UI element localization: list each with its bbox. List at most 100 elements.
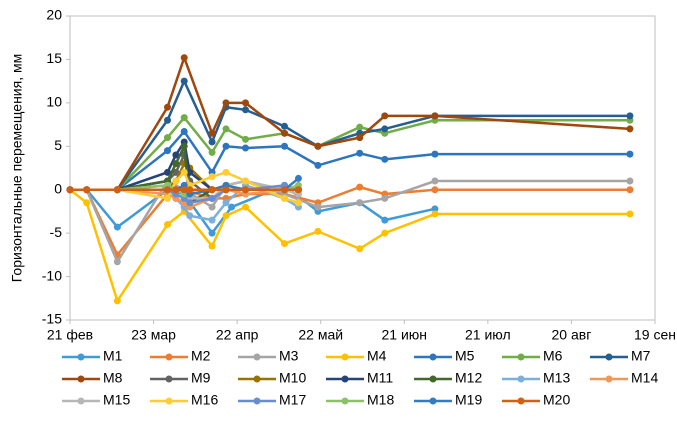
point xyxy=(281,129,288,137)
point xyxy=(281,240,288,248)
point xyxy=(242,177,249,185)
legend-marker xyxy=(429,397,437,405)
point xyxy=(431,186,439,194)
point xyxy=(314,203,322,211)
point xyxy=(281,122,288,130)
point xyxy=(172,168,180,176)
point xyxy=(172,177,180,185)
y-tick-label: -15 xyxy=(42,311,62,327)
point xyxy=(208,242,216,250)
point xyxy=(356,123,364,131)
point xyxy=(431,177,439,185)
x-tick-label: 22 май xyxy=(298,327,343,343)
point xyxy=(242,186,249,194)
point xyxy=(164,220,171,228)
point xyxy=(222,199,230,207)
legend-marker xyxy=(341,397,349,405)
point xyxy=(222,99,230,107)
series-line xyxy=(70,185,630,258)
point xyxy=(113,223,121,231)
point xyxy=(222,168,230,176)
x-tick-label: 22 апр xyxy=(216,327,259,343)
point xyxy=(626,186,634,194)
legend-label: M8 xyxy=(103,370,123,386)
legend-marker xyxy=(517,397,525,405)
point xyxy=(164,194,171,202)
legend-label: M17 xyxy=(279,392,306,408)
point xyxy=(314,142,322,150)
legend-marker xyxy=(429,353,437,361)
point xyxy=(356,183,364,191)
point xyxy=(381,155,389,163)
legend-marker xyxy=(517,353,525,361)
point xyxy=(113,258,121,266)
legend-label: M16 xyxy=(191,392,218,408)
legend-marker xyxy=(77,397,85,405)
point xyxy=(281,142,288,150)
point xyxy=(172,186,180,194)
point xyxy=(242,203,249,211)
point xyxy=(626,125,634,133)
point xyxy=(381,229,389,237)
point xyxy=(208,216,216,224)
legend-label: M7 xyxy=(631,348,651,364)
point xyxy=(381,216,389,224)
point xyxy=(208,173,216,181)
point xyxy=(281,194,288,202)
legend-label: M19 xyxy=(455,392,482,408)
point xyxy=(208,148,216,156)
point xyxy=(164,168,171,176)
point xyxy=(381,125,389,133)
legend-marker xyxy=(605,375,613,383)
point xyxy=(208,203,216,211)
point xyxy=(208,186,216,194)
legend-marker xyxy=(77,375,85,383)
point xyxy=(431,150,439,158)
y-tick-label: 5 xyxy=(54,137,62,153)
point xyxy=(208,129,216,137)
legend-label: M12 xyxy=(455,370,482,386)
legend-marker xyxy=(429,375,437,383)
legend-marker xyxy=(605,353,613,361)
point xyxy=(356,134,364,142)
point xyxy=(222,186,230,194)
x-tick-label: 21 фев xyxy=(47,327,93,343)
point xyxy=(242,135,249,143)
point xyxy=(381,194,389,202)
legend-label: M15 xyxy=(103,392,130,408)
point xyxy=(180,128,188,136)
point xyxy=(294,186,302,194)
legend-label: M5 xyxy=(455,348,475,364)
point xyxy=(381,112,389,120)
point xyxy=(83,199,91,207)
legend-label: M18 xyxy=(367,392,394,408)
y-axis-title: Горизонтальные перемещения, мм xyxy=(9,54,25,282)
legend-label: M20 xyxy=(543,392,570,408)
point xyxy=(626,112,634,120)
point xyxy=(83,186,91,194)
point xyxy=(186,199,194,207)
x-tick-label: 21 июн xyxy=(382,327,428,343)
point xyxy=(356,245,364,253)
point xyxy=(113,186,121,194)
point xyxy=(431,205,439,213)
point xyxy=(314,161,322,169)
point xyxy=(281,186,288,194)
point xyxy=(228,203,236,211)
legend-marker xyxy=(253,353,261,361)
y-tick-label: 0 xyxy=(54,180,62,196)
series-line xyxy=(70,78,630,191)
point xyxy=(208,229,216,237)
point xyxy=(164,186,171,194)
point xyxy=(180,77,188,85)
point xyxy=(242,144,249,152)
point xyxy=(242,106,249,114)
point xyxy=(356,149,364,157)
legend-label: M10 xyxy=(279,370,306,386)
point xyxy=(314,227,322,235)
point xyxy=(164,147,171,155)
point xyxy=(186,186,194,194)
point xyxy=(180,114,188,122)
y-tick-label: -10 xyxy=(42,267,62,283)
